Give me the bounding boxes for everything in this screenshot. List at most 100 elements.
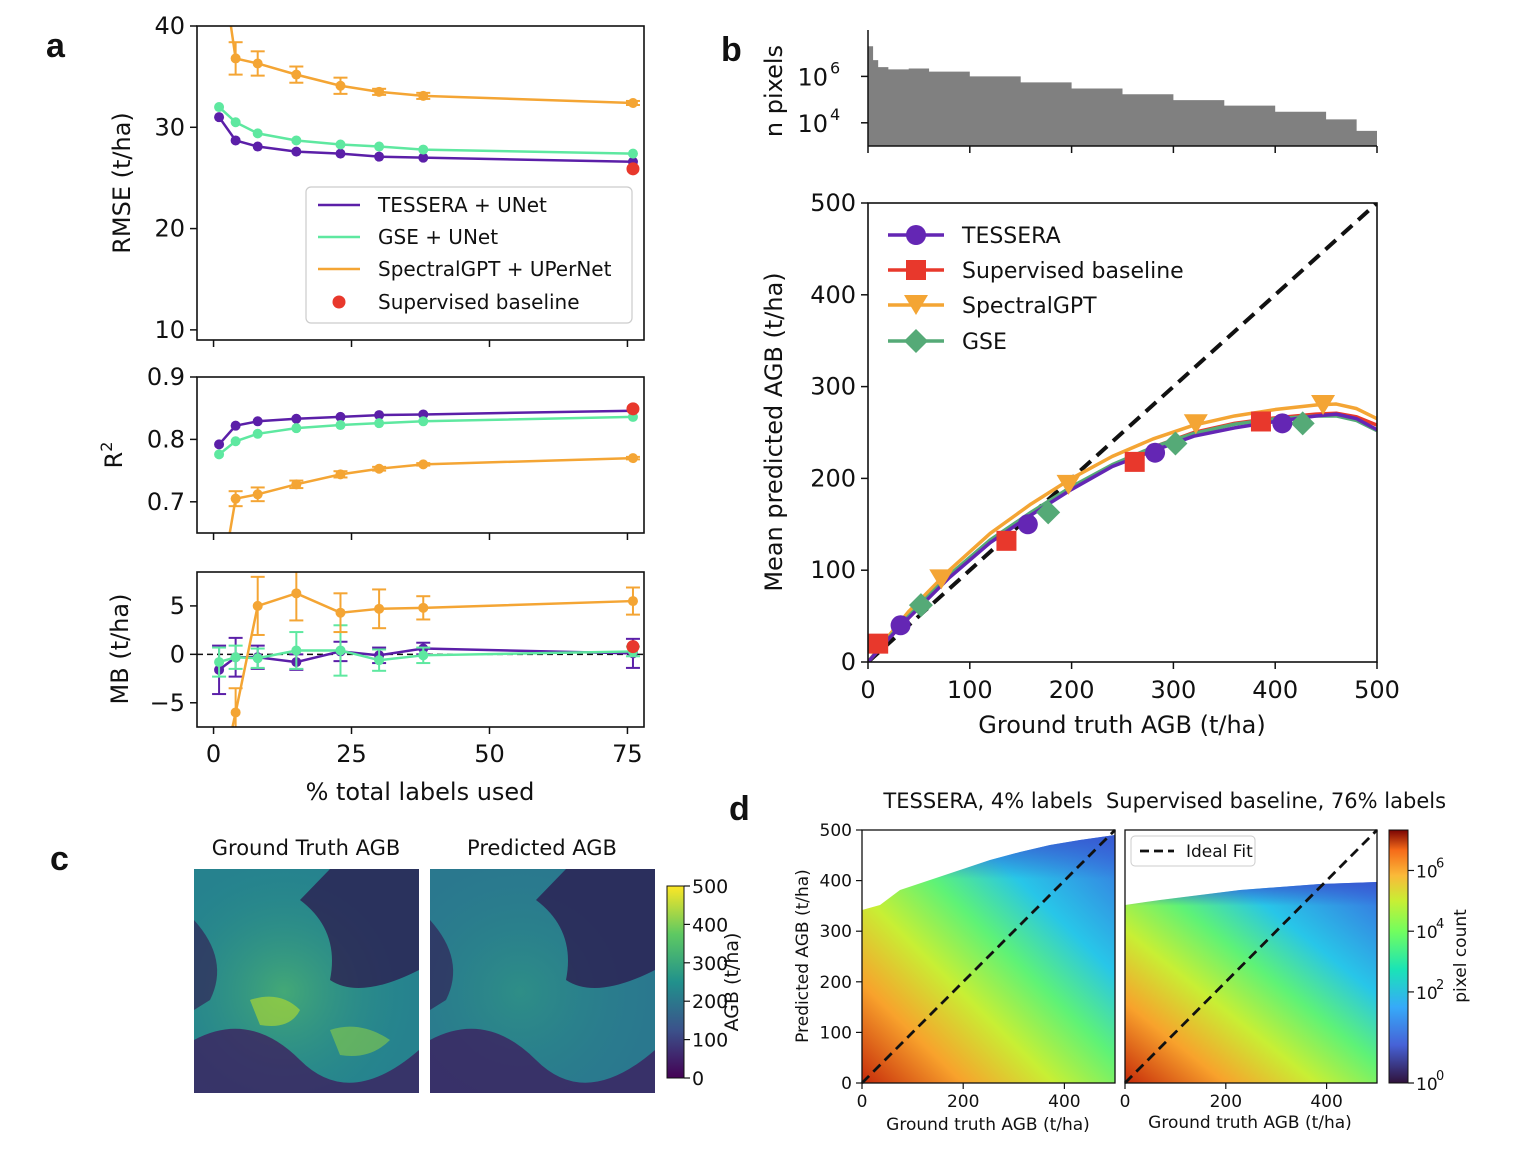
x-tick-label: 25 — [336, 740, 367, 768]
a2-s2-point — [214, 785, 224, 795]
a2-s2-point — [230, 707, 241, 718]
d-y-tick-label: 300 — [820, 922, 852, 942]
a1-s2-line — [228, 456, 634, 533]
y-tick-label: 0.8 — [147, 425, 185, 453]
agb-cbar-tick-label: 300 — [692, 953, 728, 975]
a1-s1-point — [230, 436, 241, 447]
a0-s2-point — [627, 97, 638, 108]
r2-chart: 0.7 0.8 0.9 R2 — [97, 363, 645, 540]
d-x-tick-label: 400 — [1048, 1092, 1080, 1112]
a0-s1-point — [230, 117, 241, 128]
hist-y-tick-exp: 4 — [830, 105, 840, 124]
a0-s1-point — [214, 102, 225, 113]
mb-y-axis-label: MB (t/ha) — [106, 594, 134, 705]
a0-s2-point — [291, 69, 302, 80]
a2-s1-point — [252, 653, 263, 664]
b-series-3-marker — [1163, 431, 1188, 456]
density-tessera — [862, 830, 1115, 1083]
a1-s0-point — [335, 411, 346, 422]
legend-tessera-unet: TESSERA + UNet — [377, 193, 547, 217]
b-y-axis-label: Mean predicted AGB (t/ha) — [760, 272, 788, 591]
d-x-tick-label: 400 — [1310, 1092, 1342, 1112]
d-y-tick-label: 200 — [820, 973, 852, 993]
a1-s2-point — [627, 453, 638, 464]
a0-s0-point — [291, 146, 302, 157]
legend-tessera: TESSERA — [961, 224, 1061, 249]
a1-s2-point — [335, 469, 346, 480]
b-y-tick-label: 200 — [810, 464, 856, 492]
legend-spectralgpt: SpectralGPT — [962, 294, 1097, 319]
a2-s2-point — [418, 602, 429, 613]
b-series-0-marker — [1145, 442, 1166, 463]
density-plots: TESSERA, 4% labels Supervised baseline, … — [793, 789, 1471, 1135]
a2-s2-point — [335, 607, 346, 618]
a1-s0-point — [230, 420, 241, 431]
d-x-axis-label-right: Ground truth AGB (t/ha) — [1148, 1113, 1352, 1133]
b-series-0-marker — [1017, 514, 1038, 535]
d-y-tick-label: 100 — [820, 1023, 852, 1043]
b-series-1-marker — [1250, 411, 1271, 432]
b-y-tick-label: 100 — [810, 556, 856, 584]
a0-s2-point — [252, 58, 263, 69]
b-series-2-marker — [1311, 394, 1336, 415]
b-series-3-marker — [1290, 411, 1315, 436]
a2-s2-point — [252, 600, 263, 611]
hist-y-tick-label: 10 — [797, 63, 828, 91]
d-x-tick-label: 0 — [1120, 1092, 1131, 1112]
a1-s0-point — [374, 410, 385, 421]
agb-cbar-tick-label: 500 — [692, 876, 728, 898]
d-y-tick-label: 500 — [820, 821, 852, 841]
b-series-1-marker — [868, 633, 889, 654]
a0-s3-point — [626, 162, 640, 176]
pixel-count-label: pixel count — [1451, 909, 1471, 1003]
pixel-cbar-tick-exp: 4 — [1436, 917, 1444, 932]
b-x-axis-label: Ground truth AGB (t/ha) — [978, 711, 1265, 739]
legend-spectralgpt-upernet: SpectralGPT + UPerNet — [378, 257, 612, 281]
d-x-tick-label: 0 — [857, 1092, 868, 1112]
y-tick-label: 5 — [170, 592, 185, 620]
b-series-1-marker — [1124, 451, 1145, 472]
histogram-bars — [868, 46, 1377, 146]
a1-s1-point — [418, 416, 429, 427]
b-x-tick-label: 200 — [1049, 676, 1095, 704]
b-x-tick-label: 300 — [1150, 676, 1196, 704]
b-y-tick-label: 400 — [810, 281, 856, 309]
legend-supervised-baseline: Supervised baseline — [378, 290, 580, 314]
predicted-map — [430, 869, 655, 1093]
r2-y-axis-label: R2 — [97, 442, 128, 469]
b-series-2-line — [868, 402, 1377, 662]
a1-s0-point — [418, 409, 429, 420]
agb-colorbar-label: AGB (t/ha) — [721, 933, 743, 1032]
x-tick-label: 0 — [206, 740, 221, 768]
panel-label-d: d — [729, 790, 750, 828]
panel-label-b: b — [721, 31, 742, 69]
y-tick-label: 10 — [154, 316, 185, 344]
pixel-cbar-tick-exp: 0 — [1436, 1069, 1444, 1084]
d-x-axis-label-left: Ground truth AGB (t/ha) — [886, 1115, 1090, 1135]
y-tick-label: 40 — [154, 12, 185, 40]
identity-line — [868, 203, 1377, 662]
a1-s2-point — [252, 489, 263, 500]
a2-s1-point — [418, 650, 429, 661]
ideal-fit-legend: Ideal Fit — [1130, 835, 1256, 867]
agb-colorbar: 0 100 200 300 400 500 AGB (t/ha) — [666, 876, 743, 1090]
a1-s1-point — [214, 449, 225, 460]
b-y-tick-label: 500 — [810, 189, 856, 217]
d-y-axis-label: Predicted AGB (t/ha) — [793, 869, 813, 1043]
pixel-cbar-tick-label: 10 — [1416, 984, 1438, 1004]
b-series-3-marker — [1036, 500, 1061, 525]
a1-s3-point — [626, 402, 640, 416]
panel-label-a: a — [46, 27, 66, 65]
b-y-tick-label: 0 — [841, 648, 856, 676]
a1-s0-point — [214, 439, 225, 450]
panel-label-c: c — [50, 840, 69, 878]
b-series-3-marker — [908, 593, 933, 618]
ideal-fit-label: Ideal Fit — [1186, 842, 1253, 862]
y-tick-label: 0.9 — [147, 363, 185, 391]
a1-s1-point — [252, 428, 263, 439]
y-tick-label: 0.7 — [147, 488, 185, 516]
a1-s1-point — [335, 420, 346, 431]
